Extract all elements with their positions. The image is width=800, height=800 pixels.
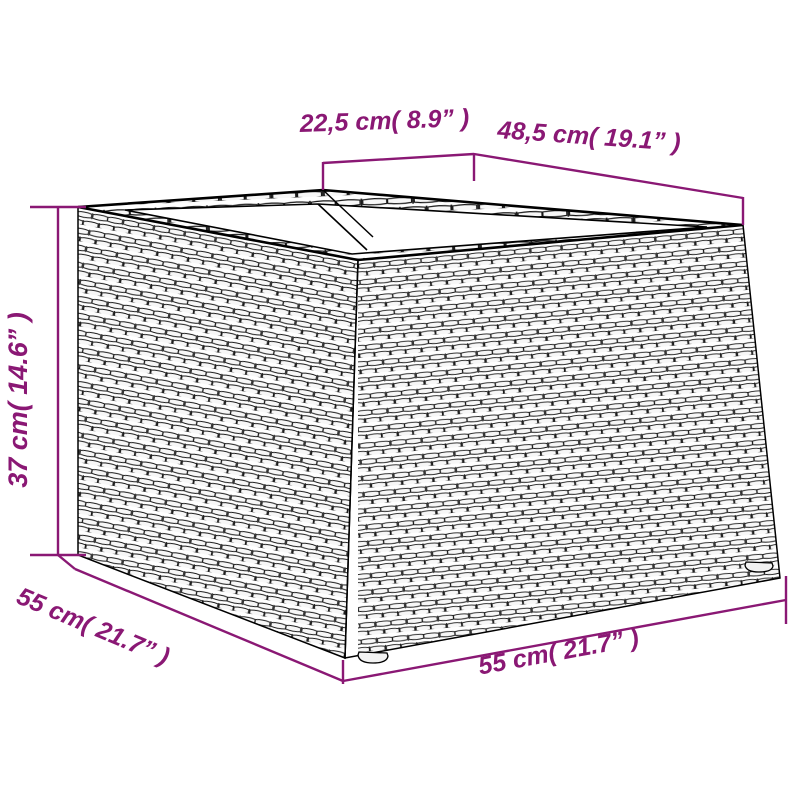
svg-text:22,5 cm( 8.9” ): 22,5 cm( 8.9” ) xyxy=(298,104,469,138)
svg-text:37 cm( 14.6” ): 37 cm( 14.6” ) xyxy=(3,312,33,488)
